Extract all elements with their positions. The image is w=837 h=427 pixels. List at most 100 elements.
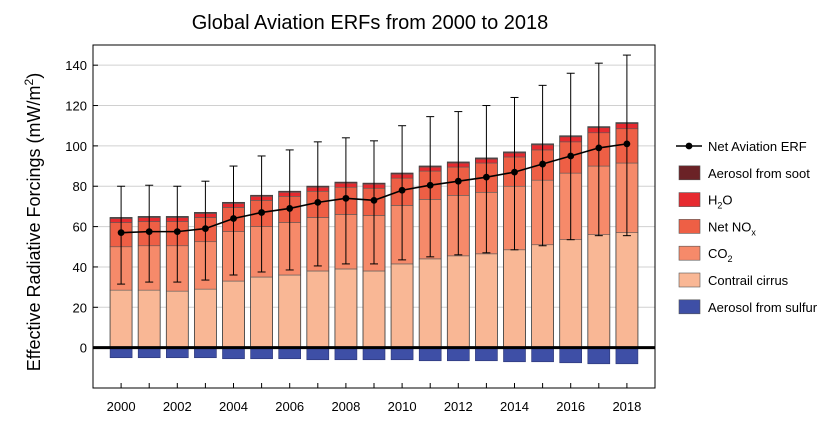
bar-contrail [194, 288, 217, 348]
bar-sulfur [306, 347, 330, 361]
bar-sulfur [559, 347, 583, 364]
bar-contrail [362, 270, 386, 348]
legend-label-main: Net NO [708, 219, 751, 234]
bar-sulfur [334, 347, 358, 361]
bar-contrail [109, 289, 133, 348]
bar-sulfur [250, 347, 273, 360]
bar-contrail [531, 244, 554, 348]
bar-sulfur [362, 347, 386, 361]
y-tick-label: 60 [73, 220, 87, 235]
legend-swatch-soot [678, 165, 701, 181]
bar-sulfur [475, 347, 498, 362]
net-point [314, 198, 322, 206]
y-tick-label: 0 [80, 341, 87, 356]
bar-sulfur [137, 347, 161, 359]
bar-contrail [390, 263, 414, 348]
bar-contrail [446, 255, 470, 348]
legend-label-main: Aerosol from soot [708, 166, 810, 181]
net-point [511, 168, 518, 176]
bar-sulfur [278, 347, 302, 360]
legend-swatch-nox [678, 219, 701, 234]
x-axis-ticks: 2000 2002 2004 2006 2008 2010 2012 2014 2016 2018 [107, 383, 641, 414]
legend-label-main: Net Aviation ERF [708, 139, 807, 154]
legend-label-main: CO [708, 246, 728, 261]
x-tick-label: 2014 [500, 399, 529, 414]
bar-sulfur [446, 347, 470, 362]
x-tick-label: 2004 [219, 399, 248, 414]
net-point [286, 205, 294, 212]
bar-sulfur [615, 347, 639, 365]
bar-sulfur [194, 347, 217, 359]
y-tick-label: 100 [65, 139, 87, 154]
legend-label-h2o: H2O [708, 193, 733, 211]
net-point [567, 152, 575, 160]
net-point [145, 228, 153, 236]
legend-label-sub: 2 [717, 201, 722, 211]
net-point [258, 209, 265, 216]
legend-swatch-sulfur [678, 299, 701, 315]
y-axis-label: Effective Radiative Forcings (mW/m2) [22, 73, 44, 371]
net-point [454, 177, 462, 185]
negative-bars [109, 347, 639, 365]
legend-label-contrail: Contrail cirrus [708, 273, 789, 288]
legend-swatch-co2 [678, 245, 701, 261]
x-tick-label: 2002 [163, 399, 192, 414]
legend-label-co2: CO2 [708, 246, 733, 264]
x-tick-label: 2016 [556, 399, 585, 414]
bar-contrail [137, 289, 161, 348]
bar-contrail [559, 239, 583, 348]
bar-contrail [306, 270, 330, 348]
legend: Net Aviation ERF Aerosol from soot H2O Net … [676, 139, 818, 315]
bar-contrail [418, 258, 442, 348]
bar-sulfur [390, 347, 414, 361]
bar-contrail [503, 249, 526, 348]
y-tick-label: 140 [65, 58, 87, 73]
x-tick-label: 2010 [388, 399, 417, 414]
bar-contrail [475, 253, 498, 348]
x-tick-label: 2012 [444, 399, 473, 414]
bar-contrail [166, 290, 189, 348]
bar-sulfur [418, 347, 442, 362]
x-tick-label: 2006 [275, 399, 304, 414]
y-tick-label: 40 [73, 260, 87, 275]
legend-swatch-contrail [678, 272, 701, 288]
net-point [426, 181, 434, 189]
net-point [539, 160, 546, 168]
legend-label-sulfur: Aerosol from sulfur [708, 300, 818, 315]
bar-sulfur [109, 347, 133, 359]
net-point [398, 186, 406, 194]
y-axis-ticks: 0 20 40 60 80 100 120 140 [65, 58, 98, 356]
legend-label-nox: Net NOx [708, 219, 756, 237]
net-point [370, 196, 378, 204]
bar-sulfur [531, 347, 554, 363]
bar-sulfur [222, 347, 245, 360]
bar-sulfur [503, 347, 526, 363]
net-point [202, 225, 209, 233]
net-line-series [117, 140, 631, 237]
bar-contrail [334, 268, 358, 348]
y-tick-label: 20 [73, 300, 87, 315]
legend-label-soot: Aerosol from soot [708, 166, 810, 181]
chart-title: Global Aviation ERFs from 2000 to 2018 [192, 12, 549, 34]
bar-contrail [222, 280, 245, 348]
legend-label-sub: x [751, 227, 756, 237]
bar-sulfur [166, 347, 189, 359]
legend-label-main: Contrail cirrus [708, 273, 789, 288]
x-tick-label: 2000 [107, 399, 136, 414]
net-point [117, 229, 125, 237]
bar-sulfur [587, 347, 611, 365]
y-tick-label: 80 [73, 179, 87, 194]
net-point [595, 144, 603, 152]
bar-contrail [250, 276, 273, 348]
legend-label-sub: 2 [728, 254, 733, 264]
bar-contrail [278, 274, 302, 348]
legend-label-after: O [722, 193, 732, 208]
net-point [173, 228, 181, 236]
legend-label-net: Net Aviation ERF [708, 139, 807, 154]
y-tick-label: 120 [65, 99, 87, 114]
x-tick-label: 2008 [331, 399, 360, 414]
net-point [483, 173, 490, 181]
net-point [623, 140, 631, 148]
net-point [342, 194, 350, 202]
